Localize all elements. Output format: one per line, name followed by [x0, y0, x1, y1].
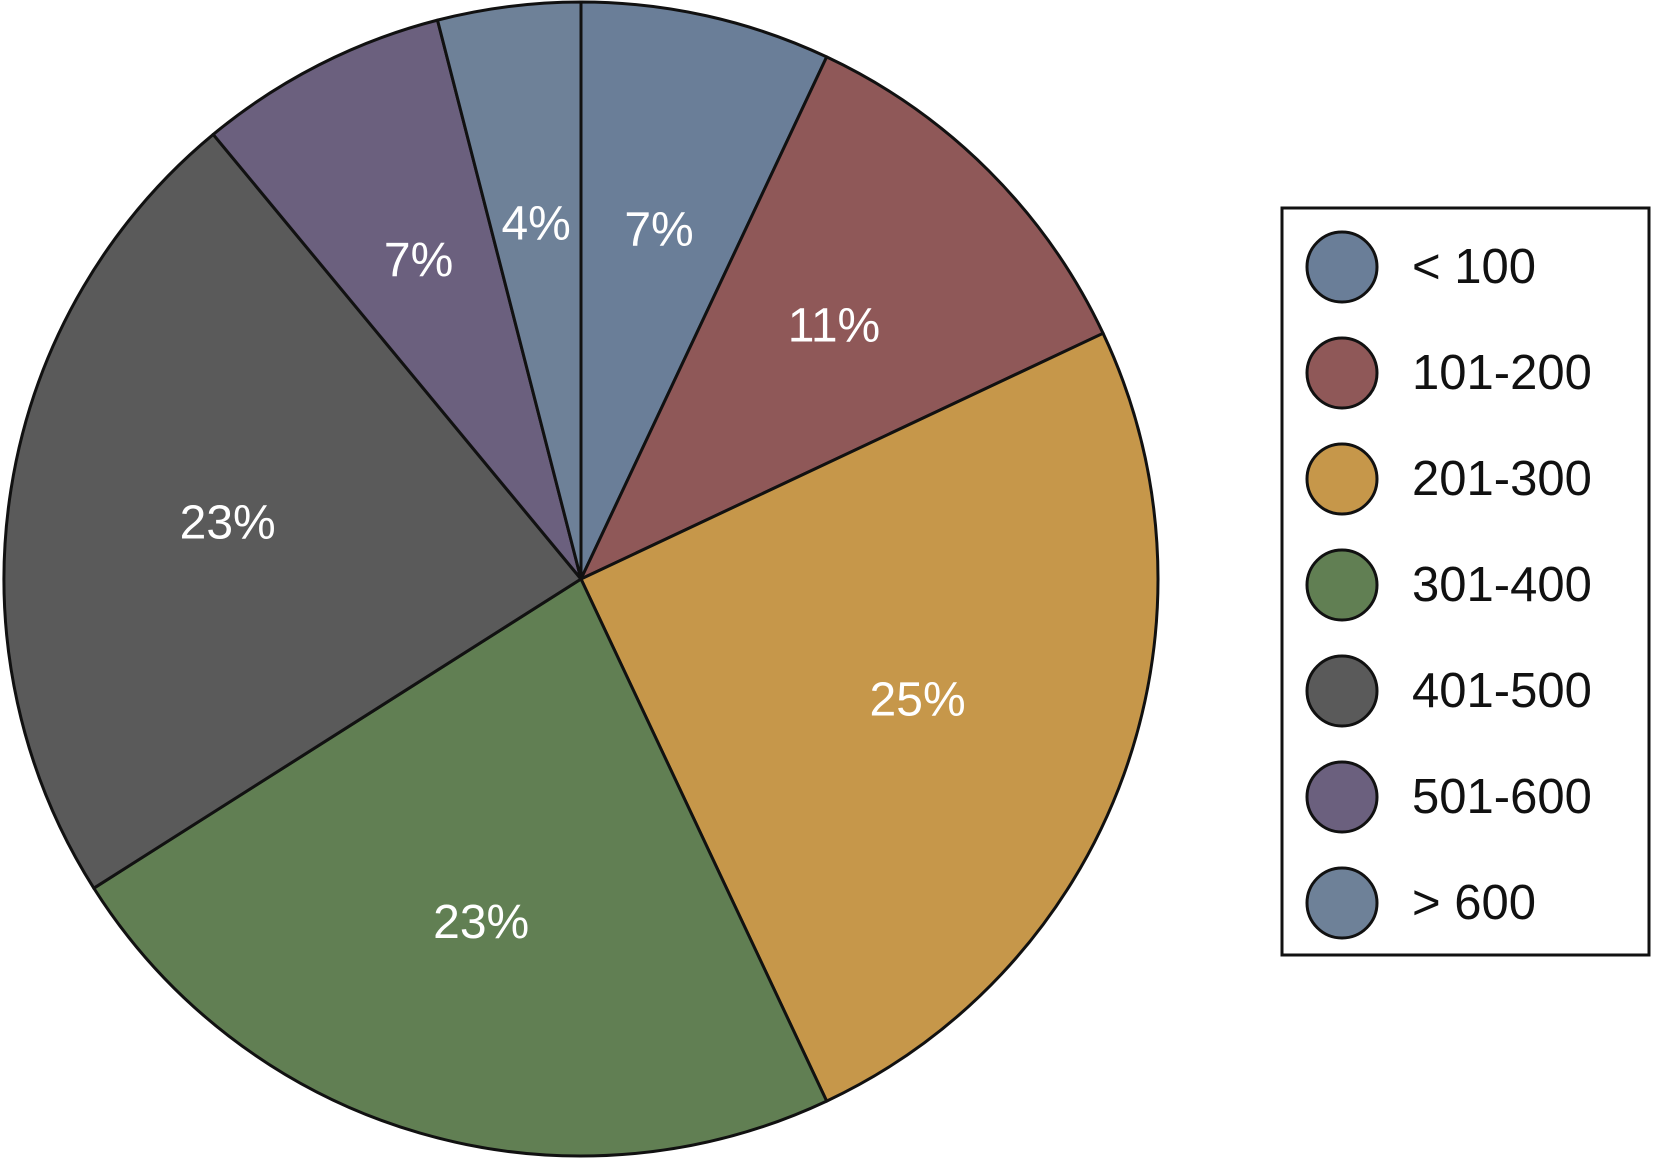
slice-label-gt-600: 4%: [501, 198, 570, 251]
legend-label: 401-500: [1412, 664, 1592, 718]
legend-swatch: [1305, 336, 1379, 410]
legend-swatch: [1305, 230, 1379, 304]
legend-item-401-500: 401-500: [1305, 654, 1592, 728]
legend-item-301-400: 301-400: [1305, 548, 1592, 622]
legend-label: 201-300: [1412, 452, 1592, 506]
pie-slice-501-600: [211, 18, 583, 581]
slice-label-401-500: 23%: [180, 497, 276, 550]
legend-items: < 100 101-200 201-300 301-400 401-500 501-600…: [1305, 230, 1592, 940]
slice-label-lt-100: 7%: [624, 203, 693, 256]
legend-swatch: [1305, 760, 1379, 834]
pie-slice-301-400: [92, 577, 829, 1158]
legend-label: 301-400: [1412, 558, 1592, 612]
pie-slice-401-500: [2, 132, 583, 890]
pie-slice-gt-600: [436, 0, 583, 581]
legend-swatch: [1305, 442, 1379, 516]
legend-swatch: [1305, 866, 1379, 940]
pie-slice-201-300: [579, 331, 1160, 1103]
legend-label: 101-200: [1412, 346, 1592, 400]
pie-slice-101-200: [579, 55, 1105, 581]
slice-label-501-600: 7%: [384, 234, 453, 287]
legend-item-gt-600: > 600: [1305, 866, 1536, 940]
legend-item-101-200: 101-200: [1305, 336, 1592, 410]
legend: < 100 101-200 201-300 301-400 401-500 501-600…: [1280, 206, 1651, 957]
legend-swatch: [1305, 654, 1379, 728]
legend-label: < 100: [1412, 240, 1536, 294]
pie-slice-lt-100: [579, 0, 829, 581]
slice-label-301-400: 23%: [433, 896, 529, 949]
pie-slices: [2, 0, 1160, 1158]
legend-item-201-300: 201-300: [1305, 442, 1592, 516]
legend-label: 501-600: [1412, 770, 1592, 824]
legend-item-lt-100: < 100: [1305, 230, 1536, 304]
pie-slice-labels: 7% 11% 25% 23% 23% 7% 4%: [180, 198, 966, 949]
legend-swatch: [1305, 548, 1379, 622]
legend-label: > 600: [1412, 876, 1536, 930]
slice-label-201-300: 25%: [870, 674, 966, 727]
legend-item-501-600: 501-600: [1305, 760, 1592, 834]
slice-label-101-200: 11%: [788, 300, 881, 353]
